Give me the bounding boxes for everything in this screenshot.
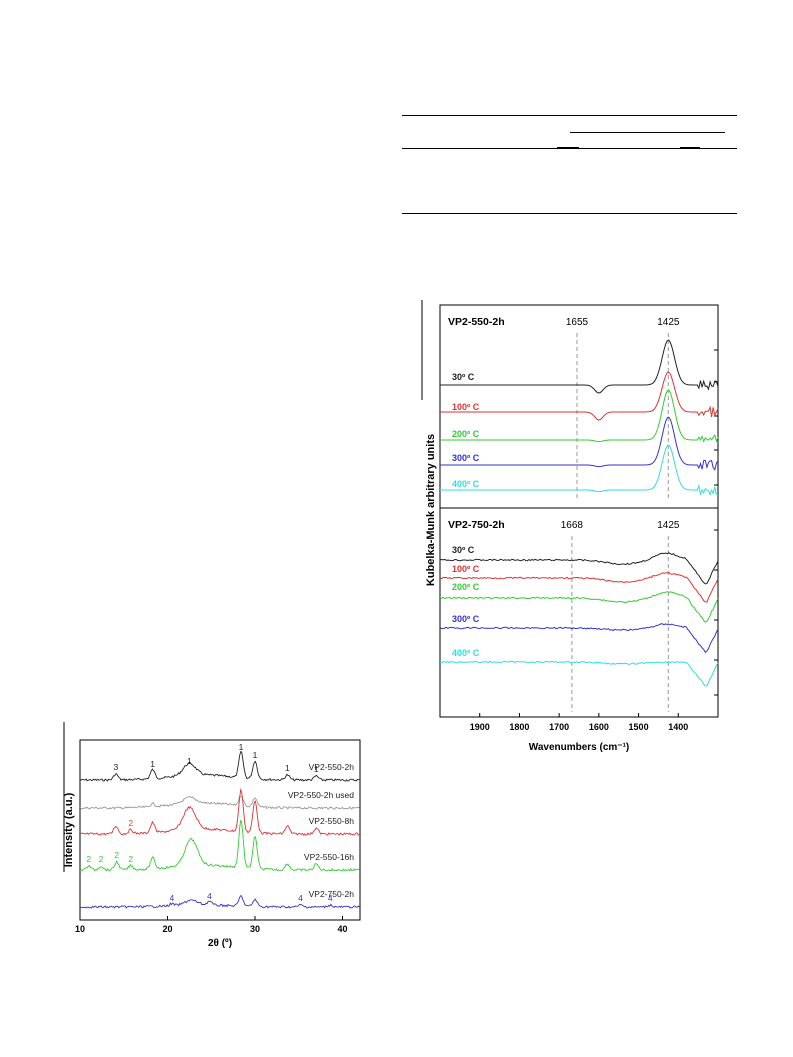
ir-panel-title: VP2-550-2h — [448, 316, 505, 328]
xrd-series-label: VP2-550-8h — [309, 816, 355, 826]
ir-xlabel: Wavenumbers (cm⁻¹) — [529, 742, 629, 753]
ir-series-line — [439, 571, 719, 603]
ir-tick-label: 1400 — [668, 722, 688, 732]
xrd-peak-label: 4 — [298, 893, 303, 903]
ir-series-line — [439, 660, 719, 687]
xrd-peak-label: 4 — [170, 893, 175, 903]
ir-series-label: 400º C — [452, 479, 480, 489]
xrd-series-label: VP2-550-2h — [309, 762, 355, 772]
ir-series-line — [439, 591, 719, 623]
xrd-peak-label: 1 — [253, 750, 258, 760]
table-group-rule — [570, 132, 725, 133]
xrd-peak-label: 1 — [239, 742, 244, 752]
ir-marker-label: 1668 — [561, 520, 584, 531]
ir-chart: VP2-550-2h 1655 1425 30º C 100º C 200º C 300º … — [421, 300, 719, 753]
ir-series-label: 30º C — [452, 372, 475, 382]
ir-series-label: 200º C — [452, 582, 480, 592]
ir-series-label: 300º C — [452, 614, 480, 624]
xrd-series-line — [79, 895, 360, 909]
ir-tick-label: 1600 — [589, 722, 609, 732]
xrd-plot-frame — [79, 739, 361, 921]
ir-series-line — [440, 389, 719, 443]
ir-series-label: 200º C — [452, 429, 480, 439]
ir-series-label: 30º C — [452, 545, 475, 555]
xrd-series-label: VP2-550-16h — [304, 852, 354, 862]
ir-tick-label: 1500 — [629, 722, 649, 732]
xrd-tick-label: 10 — [75, 924, 85, 934]
ir-series-line — [440, 371, 719, 421]
xrd-series-line — [79, 750, 360, 782]
ir-series-line — [440, 339, 719, 394]
xrd-peak-label: 2 — [114, 850, 119, 860]
xrd-series-label: VP2-750-2h — [309, 889, 355, 899]
xrd-peak-label: 1 — [285, 763, 290, 773]
xrd-peak-label: 2 — [128, 818, 133, 828]
xrd-peak-label: 1 — [150, 759, 155, 769]
table-top-rule — [402, 115, 737, 116]
ir-tick-label: 1900 — [470, 722, 490, 732]
ir-marker-label: 1425 — [657, 317, 680, 328]
xrd-peak-label: 1 — [314, 764, 319, 774]
xrd-tick-label: 40 — [337, 924, 347, 934]
ir-series-label: 100º C — [452, 564, 480, 574]
ir-plot-frame — [439, 304, 719, 718]
xrd-ylabel: Intensity (a.u.) — [63, 792, 75, 867]
xrd-peak-label: 3 — [114, 762, 119, 772]
ir-marker-label: 1425 — [657, 520, 680, 531]
xrd-tick-label: 30 — [250, 924, 260, 934]
ir-tick-label: 1700 — [549, 722, 569, 732]
ir-series-line — [439, 623, 719, 653]
xrd-series-line — [79, 795, 360, 810]
ir-series-line — [440, 416, 719, 471]
xrd-peak-label: 4 — [207, 891, 212, 901]
ir-series-label: 300º C — [452, 453, 480, 463]
ir-series-line — [440, 444, 719, 497]
xrd-xlabel: 2θ (º) — [208, 938, 232, 949]
ir-series-label: 100º C — [452, 402, 480, 412]
xrd-peak-label: 2 — [99, 854, 104, 864]
table-bottom-rule — [402, 213, 737, 214]
ir-marker-label: 1655 — [566, 317, 589, 328]
xrd-series-line — [79, 819, 360, 872]
xrd-tick-label: 20 — [162, 924, 172, 934]
ir-tick-label: 1800 — [509, 722, 529, 732]
xrd-peak-label: 4 — [328, 893, 333, 903]
ir-ylabel: Kubelka-Munk arbitrary units — [425, 434, 437, 586]
table-mark-right — [680, 147, 700, 149]
xrd-peak-label: 1 — [187, 756, 192, 766]
table-mark-left — [557, 147, 579, 149]
xrd-series-label: VP2-550-2h used — [288, 790, 354, 800]
ir-series-line — [439, 552, 719, 585]
xrd-peak-label: 2 — [86, 854, 91, 864]
ir-panel-title: VP2-750-2h — [448, 519, 505, 531]
xrd-peak-label: 2 — [128, 854, 133, 864]
ir-series-label: 400º C — [452, 648, 480, 658]
xrd-series-line — [79, 788, 360, 836]
